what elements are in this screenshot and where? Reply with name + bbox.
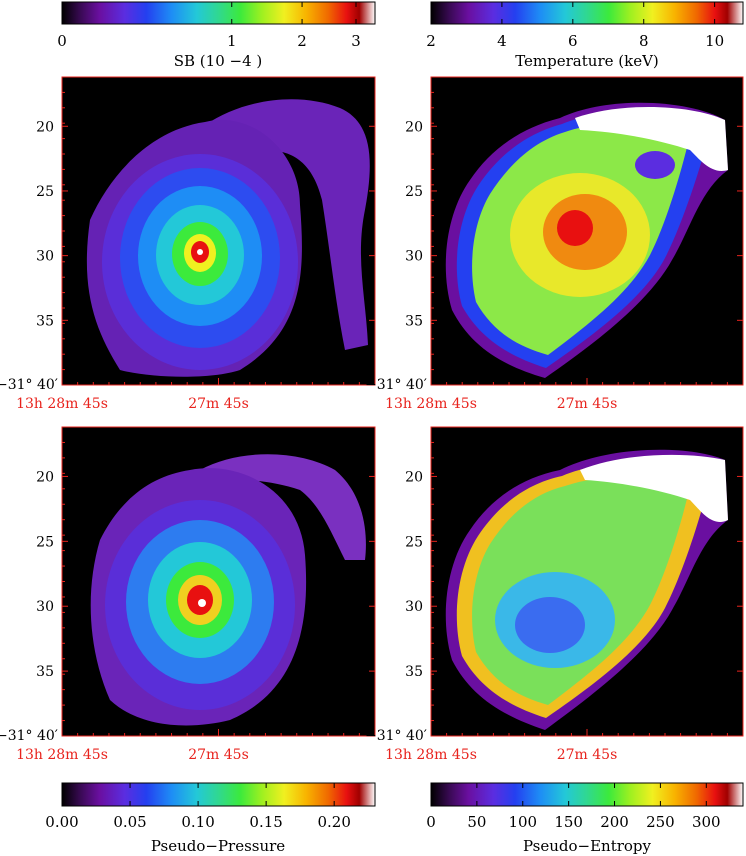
x-tick-label: 27m 45s <box>188 747 249 763</box>
colorbar-tick-label: 3 <box>351 32 361 50</box>
y-tick-label: 20 <box>405 469 423 485</box>
panel-surface-brightness-axes: 20 25 30 35 −31° 40′ 13h 28m 45s 27m 45s <box>0 91 375 412</box>
colorbar-pressure: 0.00 0.05 0.10 0.15 0.20 Pseudo−Pressure <box>45 782 376 855</box>
colorbar-tick-label: 150 <box>554 813 583 831</box>
entropy-lower <box>515 597 585 653</box>
panel-pseudo-pressure-axes: 20 25 30 35 −31° 40′ 13h 28m 45s 27m 45s <box>0 441 375 763</box>
colorbar-tick-label: 6 <box>568 32 578 50</box>
panel-temperature-axes: 20 25 30 35 −31° 40′ 13h 28m 45s 27m 45s <box>365 91 743 412</box>
x-tick-label: 27m 45s <box>557 747 618 763</box>
colorbar-tick-label: 2 <box>426 32 436 50</box>
colorbar-pressure-ticks: 0.00 0.05 0.10 0.15 0.20 <box>45 783 351 831</box>
colorbar-tick-label: 8 <box>639 32 649 50</box>
y-tick-label: 25 <box>405 184 423 200</box>
y-tick-label: 25 <box>405 534 423 550</box>
x-tick-label: 13h 28m 45s <box>16 396 108 412</box>
x-tick-label: 13h 28m 45s <box>16 747 108 763</box>
entropy-white-tail <box>580 454 728 522</box>
panel-pseudo-entropy-axes: 20 25 30 35 −31° 40′ 13h 28m 45s 27m 45s <box>365 441 743 763</box>
colorbar-tick-label: 200 <box>600 813 629 831</box>
colorbar-tick-label: 1 <box>227 32 237 50</box>
colorbar-sb-ticks: 0 1 2 3 <box>57 2 361 50</box>
x-tick-label: 27m 45s <box>557 396 618 412</box>
colorbar-sb-strip <box>61 1 376 25</box>
colorbar-temperature-strip <box>430 1 744 25</box>
colorbar-tick-label: 4 <box>497 32 507 50</box>
y-tick-label: 35 <box>36 664 54 680</box>
temp-white-tail <box>575 106 728 171</box>
press-core <box>198 599 206 607</box>
y-tick-label: 30 <box>36 249 54 265</box>
sb-core <box>197 249 203 255</box>
colorbar-pressure-strip <box>61 782 376 807</box>
colorbar-temperature-label: Temperature (keV) <box>515 52 659 70</box>
temp-hotter <box>557 210 593 246</box>
colorbar-entropy-strip <box>430 782 744 807</box>
colorbar-temperature-ticks: 2 4 6 8 10 <box>426 2 724 50</box>
colorbar-tick-label: 100 <box>508 813 537 831</box>
y-tick-label: 20 <box>36 119 54 135</box>
colorbar-tick-label: 300 <box>692 813 721 831</box>
y-tick-label: 25 <box>36 534 54 550</box>
y-tick-label: 20 <box>405 119 423 135</box>
y-tick-label: 20 <box>36 469 54 485</box>
panel-pseudo-pressure: 20 25 30 35 −31° 40′ 13h 28m 45s 27m 45s <box>0 426 376 763</box>
sb-tail <box>205 99 370 351</box>
colorbar-tick-label: 10 <box>705 32 724 50</box>
press-tail <box>200 454 366 560</box>
colorbar-entropy: 0 50 100 150 200 250 300 Pseudo−Entropy <box>426 782 744 855</box>
y-tick-label: 35 <box>36 313 54 329</box>
y-tick-label: 30 <box>405 599 423 615</box>
x-tick-label: 13h 28m 45s <box>385 396 477 412</box>
colorbar-tick-label: 50 <box>467 813 486 831</box>
x-tick-label: 27m 45s <box>188 396 249 412</box>
y-tick-label: 35 <box>405 313 423 329</box>
colorbar-tick-label: 0.15 <box>249 813 282 831</box>
panel-pseudo-entropy: 20 25 30 35 −31° 40′ 13h 28m 45s 27m 45s <box>365 426 744 763</box>
y-corner-label: −31° 40′ <box>365 728 427 744</box>
y-tick-label: 25 <box>36 184 54 200</box>
y-corner-label: −31° 40′ <box>365 377 427 393</box>
panel-surface-brightness: 20 25 30 35 −31° 40′ 13h 28m 45s 27m 45s <box>0 76 376 412</box>
y-tick-label: 35 <box>405 664 423 680</box>
colorbar-entropy-ticks: 0 50 100 150 200 250 300 <box>426 783 721 831</box>
x-tick-label: 13h 28m 45s <box>385 747 477 763</box>
colorbar-entropy-label: Pseudo−Entropy <box>523 837 652 855</box>
colorbar-pressure-label: Pseudo−Pressure <box>151 837 285 855</box>
panel-temperature: 20 25 30 35 −31° 40′ 13h 28m 45s 27m 45s <box>365 76 744 412</box>
y-corner-label: −31° 40′ <box>0 728 58 744</box>
colorbar-tick-label: 2 <box>297 32 307 50</box>
colorbar-tick-label: 0.10 <box>181 813 214 831</box>
y-tick-label: 30 <box>405 249 423 265</box>
colorbar-tick-label: 0 <box>57 32 67 50</box>
temp-cool-spot <box>635 151 675 179</box>
colorbar-tick-label: 250 <box>646 813 675 831</box>
y-corner-label: −31° 40′ <box>0 377 58 393</box>
colorbar-tick-label: 0.05 <box>113 813 146 831</box>
colorbar-temperature: 2 4 6 8 10 Temperature (keV) <box>426 1 744 70</box>
colorbar-sb: 0 1 2 3 SB (10 −4 ) <box>57 1 376 70</box>
colorbar-tick-label: 0 <box>426 813 436 831</box>
colorbar-tick-label: 0.20 <box>317 813 350 831</box>
colorbar-sb-label: SB (10 −4 ) <box>174 52 263 70</box>
y-tick-label: 30 <box>36 599 54 615</box>
colorbar-tick-label: 0.00 <box>45 813 78 831</box>
